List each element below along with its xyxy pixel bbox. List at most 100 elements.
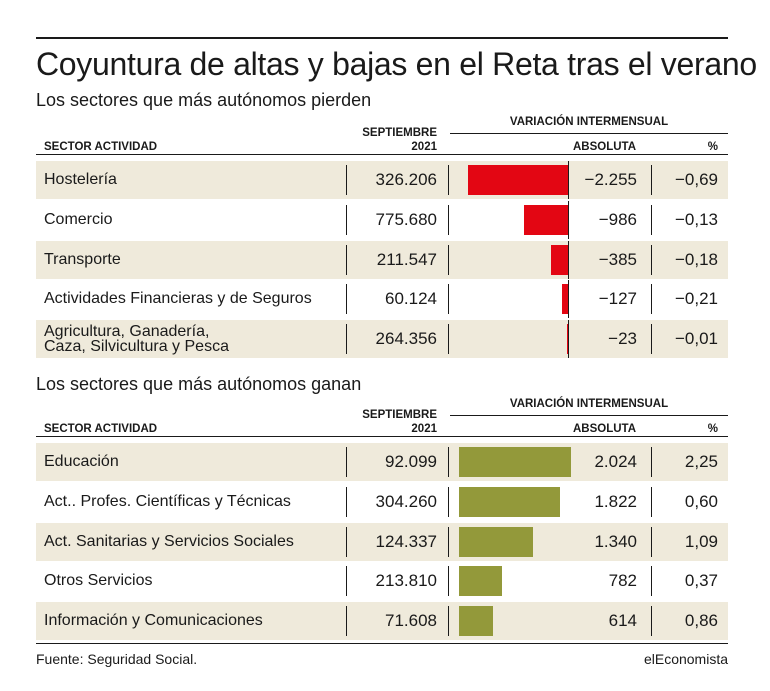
loss-bar [524, 204, 568, 235]
header-month: SEPTIEMBRE 2021 [340, 126, 437, 154]
september-value: 326.206 [375, 170, 437, 189]
zero-axis [568, 280, 569, 319]
top-rule [36, 37, 728, 39]
column-divider [448, 204, 449, 235]
september-value: 124.337 [375, 531, 437, 551]
header-rule [36, 154, 728, 155]
column-divider [448, 244, 449, 275]
september-value: 211.547 [376, 249, 437, 269]
column-divider [651, 526, 652, 557]
table-row: Transporte 211.547 −385 −0,18 [36, 240, 728, 279]
bottom-rule [36, 643, 728, 644]
loss-bar [567, 324, 568, 354]
september-value: 304.260 [375, 491, 437, 511]
column-divider [346, 606, 347, 636]
gain-bar [459, 447, 571, 477]
table-row: Act.. Profes. Científicas y Técnicas 304.… [36, 483, 728, 521]
zero-axis [568, 200, 569, 239]
chart-title: Coyuntura de altas y bajas en el Reta tr… [36, 46, 757, 82]
percent-value: 1,09 [684, 531, 718, 551]
column-divider [651, 447, 652, 477]
september-value: 71.608 [385, 611, 437, 630]
column-divider [651, 566, 652, 597]
column-divider [448, 165, 449, 195]
column-divider [448, 447, 449, 477]
column-divider [448, 284, 449, 315]
column-divider [346, 244, 347, 275]
sector-name: Información y Comunicaciones [44, 612, 263, 629]
percent-value: −0,18 [674, 249, 718, 269]
september-value: 60.124 [385, 289, 437, 309]
percent-value: 0,86 [684, 611, 718, 630]
header-variation-underline [450, 133, 728, 134]
column-divider [346, 204, 347, 235]
column-divider [651, 204, 652, 235]
column-divider [651, 165, 652, 195]
column-divider [651, 244, 652, 275]
absolute-value: −986 [598, 209, 637, 229]
header-variation: VARIACIÓN INTERMENSUAL [509, 398, 669, 410]
gain-bar [459, 486, 560, 517]
header-variation-underline [450, 415, 728, 416]
absolute-value: −2.255 [584, 170, 637, 189]
header-percent: % [707, 423, 718, 435]
column-divider [448, 324, 449, 354]
absolute-value: −127 [598, 289, 637, 309]
sector-name: Educación [44, 453, 119, 470]
column-divider [448, 606, 449, 636]
absolute-value: 782 [608, 571, 637, 591]
header-month: SEPTIEMBRE 2021 [340, 408, 437, 436]
header-variation: VARIACIÓN INTERMENSUAL [509, 116, 669, 128]
percent-value: −0,01 [674, 329, 718, 348]
percent-value: 2,25 [684, 452, 718, 471]
loss-bar [468, 165, 568, 195]
source-note: Fuente: Seguridad Social. [36, 651, 198, 667]
header-absolute: ABSOLUTA [572, 423, 636, 435]
column-divider [346, 486, 347, 517]
header-month-line2: 2021 [411, 423, 437, 435]
sector-name: Act.. Profes. Científicas y Técnicas [44, 492, 291, 510]
column-divider [448, 526, 449, 557]
column-divider [346, 284, 347, 315]
column-divider [346, 447, 347, 477]
table-row: Hostelería 326.206 −2.255 −0,69 [36, 161, 728, 199]
gain-bar [459, 606, 493, 636]
absolute-value: −385 [598, 249, 637, 269]
zero-axis [568, 240, 569, 279]
percent-value: −0,21 [674, 289, 718, 309]
brand-logo: elEconomista [643, 651, 728, 667]
header-month-line1: SEPTIEMBRE [362, 409, 437, 421]
section-title: Los sectores que más autónomos ganan [36, 374, 362, 394]
column-divider [346, 526, 347, 557]
percent-value: 0,60 [684, 491, 718, 511]
gain-bar [459, 566, 502, 597]
column-divider [651, 324, 652, 354]
table-row: Educación 92.099 2.024 2,25 [36, 443, 728, 481]
section-title: Los sectores que más autónomos pierden [36, 90, 372, 110]
sector-name: Otros Servicios [44, 572, 153, 590]
header-sector: SECTOR ACTIVIDAD [44, 423, 158, 435]
column-divider [448, 566, 449, 597]
september-value: 264.356 [375, 329, 437, 348]
absolute-value: 1.340 [594, 531, 637, 551]
september-value: 775.680 [375, 209, 437, 229]
column-divider [651, 486, 652, 517]
table-row: Act. Sanitarias y Servicios Sociales 124.… [36, 522, 728, 561]
zero-axis [568, 161, 569, 199]
header-month-line1: SEPTIEMBRE [362, 127, 437, 139]
sector-name: Actividades Financieras y de Seguros [44, 290, 312, 308]
absolute-value: −23 [608, 329, 637, 348]
loss-bar [562, 284, 568, 315]
sector-name: Transporte [44, 250, 121, 268]
absolute-value: 1.822 [594, 491, 637, 511]
percent-value: −0,13 [674, 209, 718, 229]
absolute-value: 614 [608, 611, 637, 630]
table-row: Comercio 775.680 −986 −0,13 [36, 200, 728, 239]
header-sector: SECTOR ACTIVIDAD [44, 141, 158, 153]
loss-bar [551, 244, 568, 275]
header-rule [36, 436, 728, 437]
table-row: Actividades Financieras y de Seguros 60.1… [36, 280, 728, 319]
absolute-value: 2.024 [594, 452, 637, 471]
september-value: 92.099 [385, 452, 437, 471]
column-divider [346, 566, 347, 597]
